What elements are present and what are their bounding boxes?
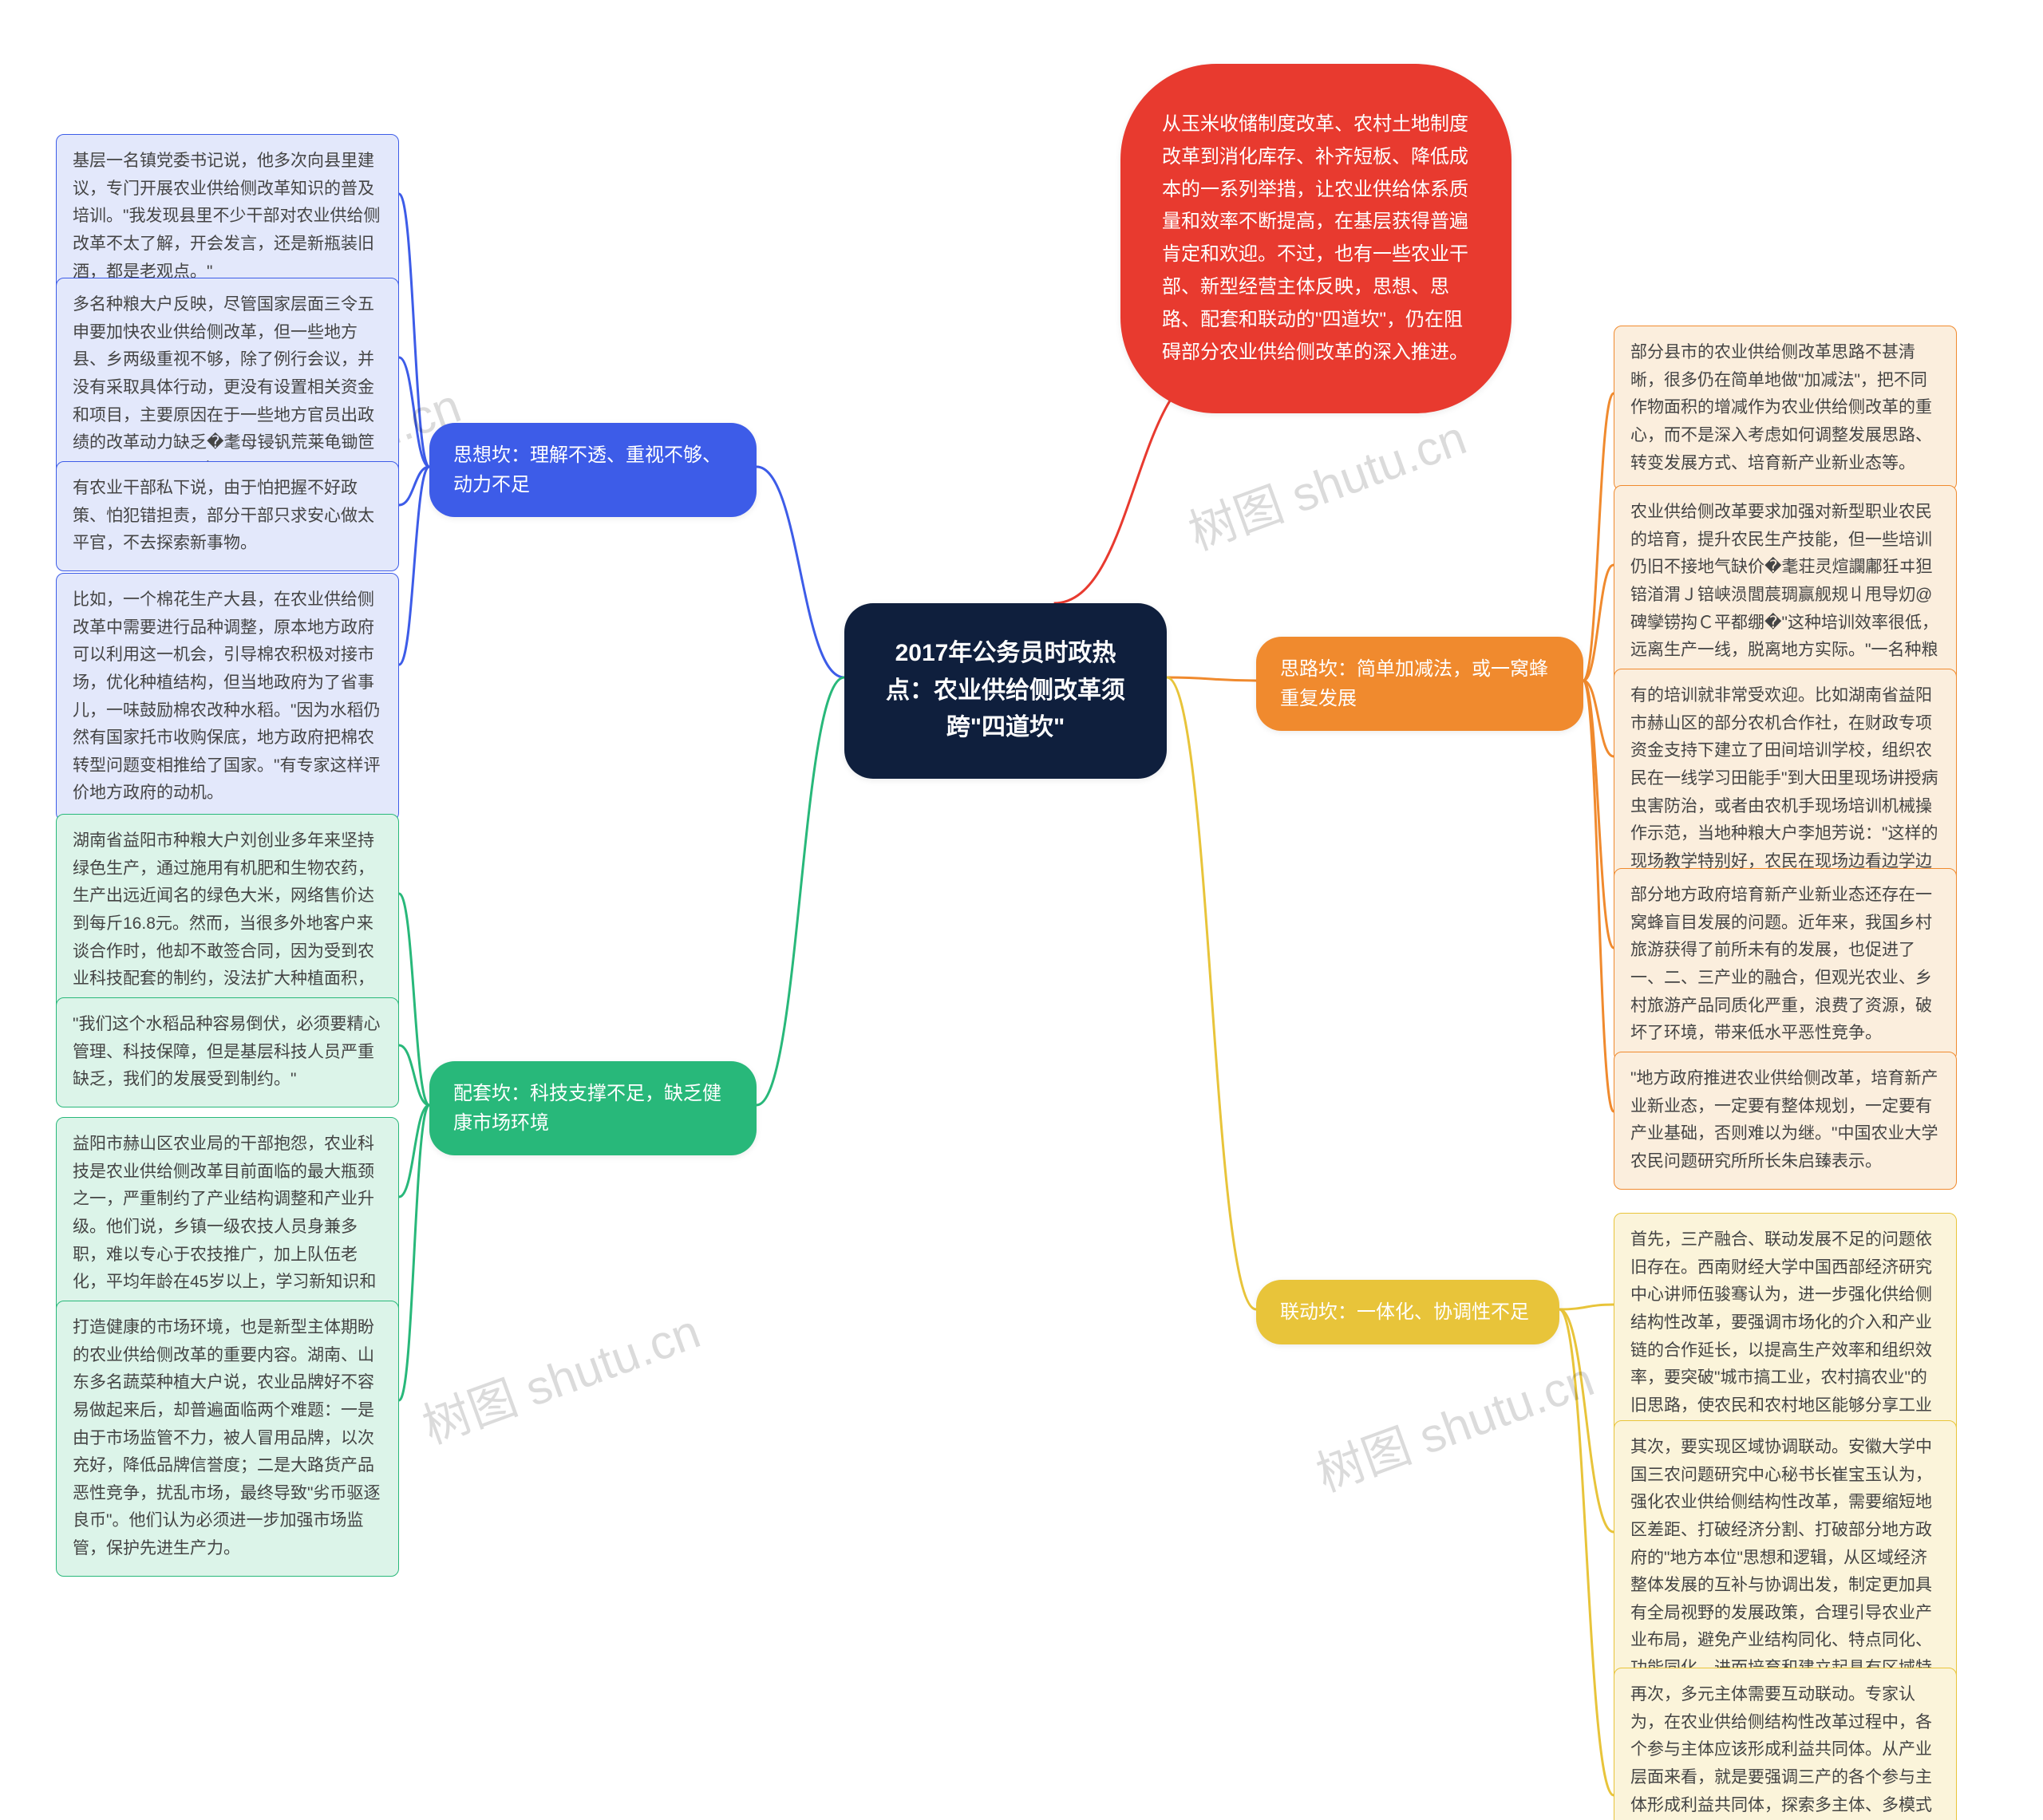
intro-node[interactable]: 从玉米收储制度改革、农村土地制度改革到消化库存、补齐短板、降低成本的一系列举措，…: [1120, 64, 1512, 413]
leaf-node[interactable]: "地方政府推进农业供给侧改革，培育新产业新业态，一定要有整体规划，一定要有产业基…: [1614, 1052, 1957, 1190]
leaf-node[interactable]: 再次，多元主体需要互动联动。专家认为，在农业供给侧结构性改革过程中，各个参与主体…: [1614, 1668, 1957, 1820]
leaf-node[interactable]: 部分县市的农业供给侧改革思路不甚清晰，很多仍在简单地做"加减法"，把不同作物面积…: [1614, 326, 1957, 491]
leaf-node[interactable]: 部分地方政府培育新产业新业态还存在一窝蜂盲目发展的问题。近年来，我国乡村旅游获得…: [1614, 868, 1957, 1061]
branch-node-b2[interactable]: 思路坎：简单加减法，或一窝蜂重复发展: [1256, 637, 1583, 731]
center-node[interactable]: 2017年公务员时政热点：农业供给侧改革须跨"四道坎": [844, 603, 1167, 779]
branch-node-b4[interactable]: 联动坎：一体化、协调性不足: [1256, 1280, 1559, 1344]
leaf-node[interactable]: 打造健康的市场环境，也是新型主体期盼的农业供给侧改革的重要内容。湖南、山东多名蔬…: [56, 1301, 399, 1577]
branch-node-b3[interactable]: 配套坎：科技支撑不足，缺乏健康市场环境: [429, 1061, 757, 1155]
watermark: 树图 shutu.cn: [1178, 399, 1474, 563]
leaf-node[interactable]: 比如，一个棉花生产大县，在农业供给侧改革中需要进行品种调整，原本地方政府可以利用…: [56, 573, 399, 821]
branch-node-b1[interactable]: 思想坎：理解不透、重视不够、动力不足: [429, 423, 757, 517]
leaf-node[interactable]: 基层一名镇党委书记说，他多次向县里建议，专门开展农业供给侧改革知识的普及培训。"…: [56, 134, 399, 299]
watermark: 树图 shutu.cn: [412, 1293, 708, 1457]
leaf-node[interactable]: 有农业干部私下说，由于怕把握不好政策、怕犯错担责，部分干部只求安心做太平官，不去…: [56, 461, 399, 571]
watermark: 树图 shutu.cn: [1306, 1340, 1602, 1505]
leaf-node[interactable]: "我们这个水稻品种容易倒伏，必须要精心管理、科技保障，但是基层科技人员严重缺乏，…: [56, 997, 399, 1107]
